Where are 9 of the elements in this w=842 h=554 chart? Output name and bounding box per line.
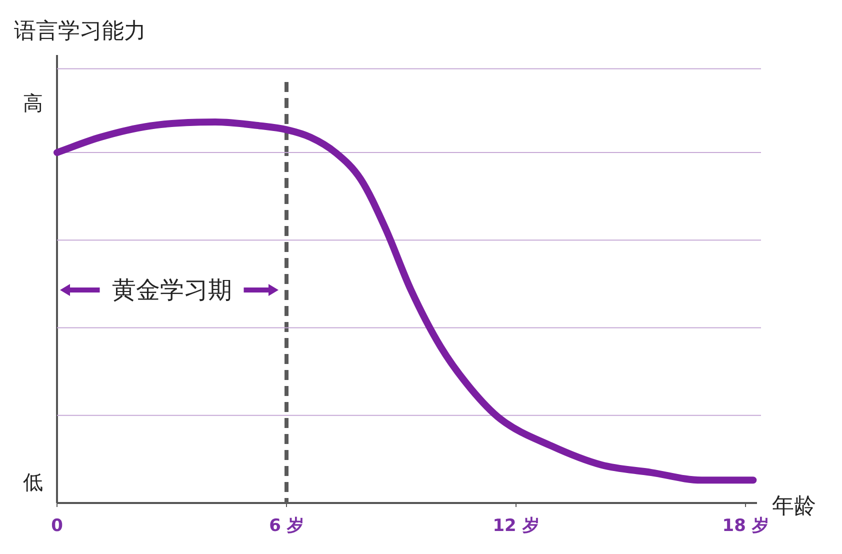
- x-tick-label: 18 岁: [722, 516, 769, 536]
- x-tick-label: 0: [51, 516, 64, 536]
- x-axis-title: 年龄: [772, 494, 816, 519]
- x-tick-label: 6 岁: [269, 516, 304, 536]
- y-axis-title: 语言学习能力: [14, 19, 146, 44]
- x-tick-label: 12 岁: [492, 516, 540, 536]
- annotation: 黄金学习期: [112, 276, 232, 304]
- text: 高: [23, 91, 43, 115]
- text: 低: [23, 470, 43, 494]
